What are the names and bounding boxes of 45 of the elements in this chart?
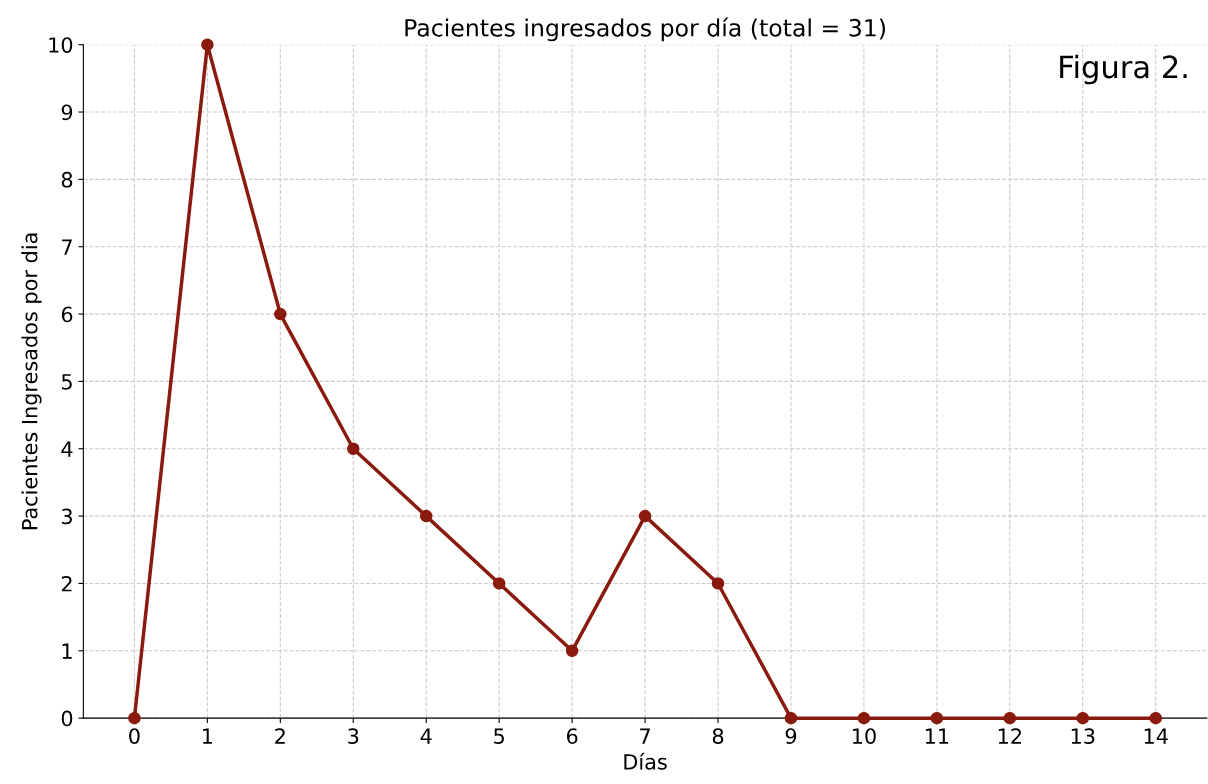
y-tick-label: 9 xyxy=(61,104,73,121)
y-tick-label: 2 xyxy=(61,575,72,592)
point xyxy=(1149,711,1162,725)
x-tick-label: 2 xyxy=(275,728,285,744)
x-tick-label: 7 xyxy=(640,728,650,744)
x-tick-label: 10 xyxy=(852,728,876,744)
y-tick-label: 5 xyxy=(61,374,72,390)
x-tick-label: 1 xyxy=(203,728,213,744)
y-tick-label: 8 xyxy=(61,171,73,188)
point xyxy=(784,711,798,725)
x-tick-label: 9 xyxy=(785,728,797,744)
chart-title: Pacientes ingresados por día (total = 31) xyxy=(405,17,885,42)
y-tick-label: 6 xyxy=(61,306,73,323)
y-tick-label: 4 xyxy=(61,441,73,457)
x-tick-label: 0 xyxy=(129,728,140,744)
y-tick-label: 1 xyxy=(62,643,72,659)
x-tick-label: 4 xyxy=(420,728,432,744)
y-tick-label: 0 xyxy=(61,710,73,727)
x-tick-label: 12 xyxy=(998,728,1021,744)
point xyxy=(1076,711,1090,725)
point xyxy=(1003,711,1017,725)
point xyxy=(930,711,944,725)
y-tick-label: 10 xyxy=(49,37,73,53)
point xyxy=(711,577,725,590)
x-tick-label: 8 xyxy=(712,728,724,744)
point xyxy=(419,509,433,523)
point xyxy=(857,711,871,725)
point xyxy=(638,509,652,523)
x-tick-label: 3 xyxy=(348,728,359,744)
point xyxy=(128,711,141,725)
x-tick-label: 14 xyxy=(1144,728,1168,744)
annotation: Figura 2. xyxy=(1060,54,1187,85)
point xyxy=(274,307,287,321)
y-tick-label: 3 xyxy=(61,508,72,525)
x-tick-label: 13 xyxy=(1071,728,1095,744)
y-tick-label: 7 xyxy=(62,239,72,255)
x-tick-label: 5 xyxy=(494,728,504,744)
x-tick-label: 6 xyxy=(566,728,578,744)
point xyxy=(201,38,214,51)
point xyxy=(565,644,579,658)
x-tick-label: 11 xyxy=(925,728,949,744)
point xyxy=(347,442,360,456)
x-axis-title: Días xyxy=(624,752,667,770)
point xyxy=(492,577,506,590)
y-axis-title: Pacientes Ingresados por dia xyxy=(21,233,42,530)
